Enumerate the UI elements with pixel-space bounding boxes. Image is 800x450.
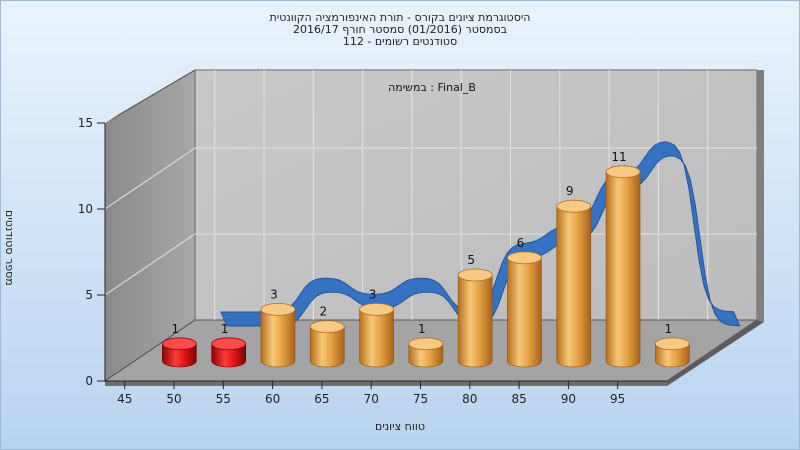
bar-cap — [260, 302, 296, 316]
chart-title-line3: סטודנטים רשומים - 112 — [342, 35, 458, 48]
bar-value-label: 3 — [369, 287, 377, 301]
bar-value-label: 1 — [221, 322, 229, 336]
bar-value-label: 1 — [172, 322, 180, 336]
x-tick-label: 65 — [314, 392, 329, 406]
chart-title-line1: היסטוגרמת ציונים בקורס - תורת האינפורמצי… — [269, 11, 531, 24]
bar-value-label: 11 — [611, 150, 626, 164]
task-annotation: במשימה : Final_B — [388, 81, 476, 94]
bar-1 — [211, 337, 247, 368]
bar-5 — [408, 337, 444, 368]
y-axis-label: מספר סטודנטים — [3, 210, 16, 286]
bar-cap — [211, 337, 247, 351]
x-tick-label: 95 — [610, 392, 625, 406]
bar-body — [309, 326, 345, 368]
bar-cap — [309, 320, 345, 334]
x-tick-label: 75 — [413, 392, 428, 406]
bar-body — [507, 257, 542, 368]
bar-value-label: 1 — [418, 322, 426, 336]
floor-edge — [105, 381, 667, 386]
x-tick-label: 55 — [216, 392, 231, 406]
gridline-depth — [104, 233, 196, 296]
bar-value-label: 1 — [665, 322, 673, 336]
bar-7 — [507, 251, 542, 368]
bar-body — [211, 343, 246, 368]
y-tick-label: 15 — [78, 116, 93, 130]
bar-value-label: 6 — [517, 236, 525, 250]
bar-8 — [556, 199, 592, 368]
bar-body — [408, 343, 444, 368]
bar-body — [359, 309, 394, 368]
bar-body — [162, 343, 197, 368]
x-tick-label: 45 — [117, 392, 132, 406]
bar-cap — [605, 165, 641, 179]
bars — [161, 165, 690, 368]
bar-body — [655, 343, 690, 368]
x-tick-label: 50 — [166, 392, 181, 406]
x-axis-label: טווח ציונים — [375, 420, 425, 433]
floor-side-edge — [667, 320, 764, 386]
bar-cap — [507, 251, 542, 265]
bar-cap — [457, 268, 493, 282]
bar-0 — [161, 337, 197, 368]
bar-3 — [309, 320, 345, 368]
gridlines — [104, 61, 757, 320]
bar-value-label: 5 — [467, 253, 475, 267]
bar-body — [605, 171, 641, 368]
bar-4 — [359, 302, 394, 368]
y-tick-label: 10 — [78, 202, 93, 216]
bar-cap — [161, 337, 197, 351]
bar-9 — [605, 165, 641, 368]
bar-cap — [408, 337, 444, 351]
x-tick-label: 60 — [265, 392, 280, 406]
x-tick-label: 85 — [511, 392, 526, 406]
chart-title-line2: בסמסטר (01/2016) סמסטר חורף 2016/17 — [293, 23, 507, 36]
bar-cap — [359, 302, 394, 316]
bar-body — [556, 205, 592, 368]
bar-value-label: 9 — [566, 184, 574, 198]
bar-body — [260, 309, 296, 368]
y-tick-label: 5 — [85, 288, 93, 302]
bar-cap — [654, 337, 690, 351]
x-tick-label: 70 — [364, 392, 379, 406]
bar-body — [457, 274, 493, 368]
x-tick-label: 80 — [462, 392, 477, 406]
bar-10 — [654, 337, 690, 368]
gridline-depth — [104, 147, 196, 210]
bar-cap — [556, 199, 592, 213]
bar-6 — [457, 268, 493, 368]
bar-value-label: 3 — [270, 287, 278, 301]
back-wall-edge — [757, 70, 764, 322]
y-tick-label: 0 — [85, 374, 93, 388]
gridline-depth — [104, 61, 196, 124]
x-tick-label: 90 — [561, 392, 576, 406]
bar-value-label: 2 — [319, 305, 327, 319]
bar-2 — [260, 302, 296, 368]
